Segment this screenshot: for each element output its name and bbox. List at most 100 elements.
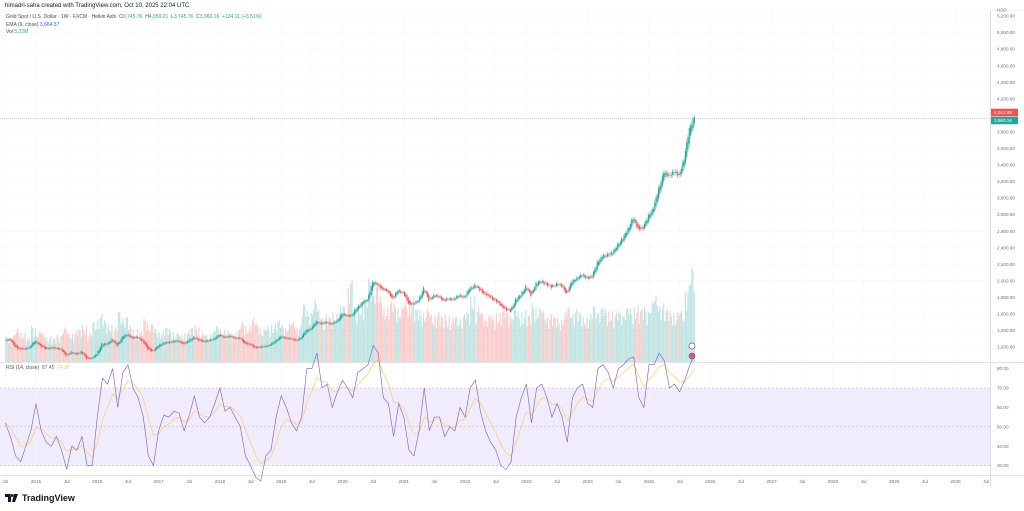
candle <box>589 277 591 278</box>
volume-bar <box>199 340 201 362</box>
volume-bar <box>484 319 486 362</box>
low-value: 3,745.76 <box>173 14 194 20</box>
candle <box>121 336 123 342</box>
last-close-badge <box>991 116 1018 125</box>
candle <box>400 291 402 293</box>
volume-bar <box>226 334 228 362</box>
candle <box>200 339 202 341</box>
volume-bar <box>525 310 527 362</box>
price-tick-label: 2,000.00 <box>997 278 1015 283</box>
volume-bar <box>222 336 224 362</box>
volume-bar <box>670 316 672 362</box>
symbol-line: Gold Spot / U.S. Dollar · 1W · FXCM · He… <box>6 14 262 22</box>
candle <box>138 337 140 339</box>
volume-bar <box>437 317 439 362</box>
tradingview-logo[interactable]: TradingView <box>5 493 75 503</box>
candle <box>73 352 75 354</box>
rsi-legend[interactable]: RSI (14, close) 87.45 74.36 <box>6 365 70 371</box>
candle <box>228 336 231 338</box>
candle <box>363 301 365 304</box>
candle <box>594 269 596 275</box>
candle <box>394 293 397 297</box>
candle <box>69 353 71 355</box>
candle <box>107 342 109 345</box>
candle <box>103 343 105 346</box>
volume-bar <box>253 318 255 362</box>
volume-bar <box>632 324 634 362</box>
volume-bar <box>392 312 394 362</box>
candle <box>159 344 162 346</box>
candle <box>618 244 620 247</box>
candle <box>53 347 56 349</box>
volume-bar <box>287 330 289 362</box>
volume-bar <box>341 312 343 362</box>
volume-bar <box>87 340 89 362</box>
volume-bar <box>659 306 661 362</box>
candle <box>87 356 89 358</box>
candle <box>75 353 77 355</box>
volume-bar <box>193 335 195 362</box>
volume-bar <box>166 327 168 362</box>
volume-bar <box>208 339 210 362</box>
price-tick-label: 4,400.00 <box>997 80 1015 85</box>
candle <box>627 228 629 235</box>
symbol-name[interactable]: Gold Spot / U.S. Dollar · 1W · FXCM · He… <box>6 14 117 20</box>
volume-line[interactable]: Vol 5.22M <box>6 29 262 37</box>
candle <box>654 202 656 211</box>
candle <box>516 299 518 303</box>
volume-bar <box>489 315 491 362</box>
candle <box>24 348 26 350</box>
volume-bar <box>274 323 277 362</box>
candle <box>56 347 58 349</box>
candle <box>370 286 372 295</box>
volume-bar <box>582 316 584 362</box>
volume-bar <box>354 307 356 362</box>
candle <box>652 209 655 212</box>
volume-bar <box>111 324 113 362</box>
volume-bar <box>352 315 354 362</box>
candle <box>314 323 316 326</box>
candle <box>655 197 657 207</box>
candle <box>128 334 130 336</box>
candle <box>666 173 669 177</box>
volume-bar <box>619 313 621 362</box>
volume-bar <box>665 310 667 362</box>
volume-bar <box>500 324 503 362</box>
volume-bar <box>157 337 159 362</box>
candle <box>451 298 453 301</box>
volume-bar <box>306 310 308 362</box>
candle <box>546 283 549 286</box>
candle <box>435 294 437 297</box>
ema-line[interactable]: EMA (9, close) 3,664.37 <box>6 22 262 30</box>
volume-bar <box>534 321 536 362</box>
candle <box>89 358 91 359</box>
candle <box>236 338 238 339</box>
candle <box>626 232 628 236</box>
volume-bar <box>294 327 296 362</box>
candle <box>213 338 215 340</box>
candle <box>534 287 536 292</box>
volume-bar <box>449 329 451 362</box>
candle <box>403 292 405 296</box>
candle <box>288 338 291 339</box>
volume-bar <box>258 334 260 362</box>
candle <box>113 341 116 343</box>
volume-bar <box>580 315 582 362</box>
volume-bar <box>170 332 172 362</box>
volume-bar <box>276 331 278 362</box>
volume-bar <box>295 331 297 362</box>
volume-bar <box>578 312 580 362</box>
candle <box>197 338 199 340</box>
candle <box>532 289 534 293</box>
candle <box>78 353 80 355</box>
volume-bar <box>412 297 414 362</box>
candle <box>397 290 399 294</box>
candle <box>331 323 333 325</box>
volume-bar <box>517 312 519 362</box>
volume-bar <box>686 310 688 362</box>
volume-bar <box>433 324 435 362</box>
volume-bar <box>420 315 422 362</box>
volume-bar <box>545 322 547 362</box>
candle <box>244 341 246 343</box>
